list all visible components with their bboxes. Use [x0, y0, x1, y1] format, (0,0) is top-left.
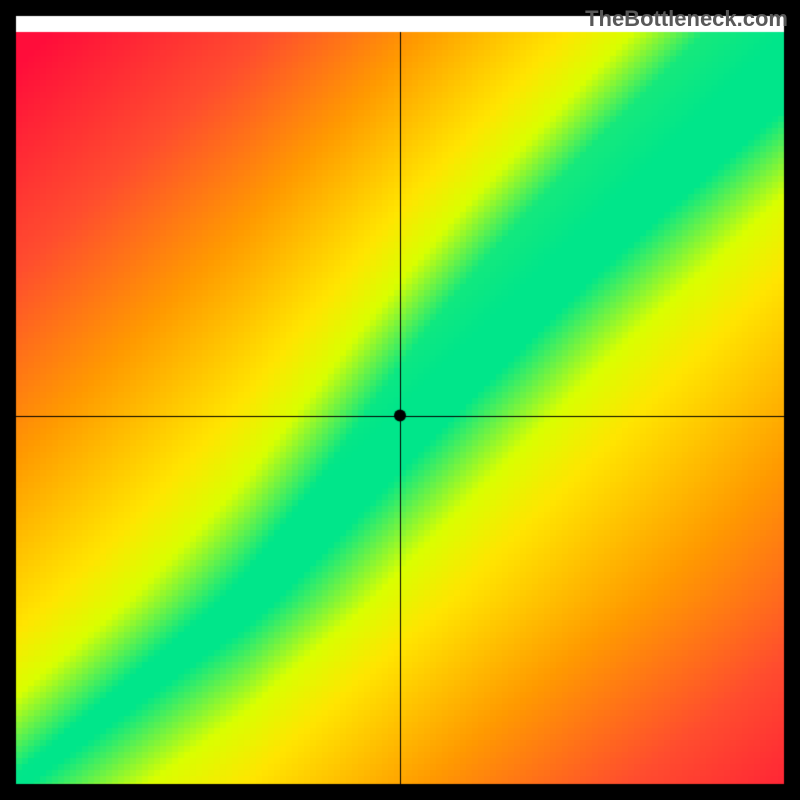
watermark-text: TheBottleneck.com [585, 6, 788, 32]
bottleneck-heatmap-canvas [0, 0, 800, 800]
bottleneck-heatmap-container: TheBottleneck.com [0, 0, 800, 800]
